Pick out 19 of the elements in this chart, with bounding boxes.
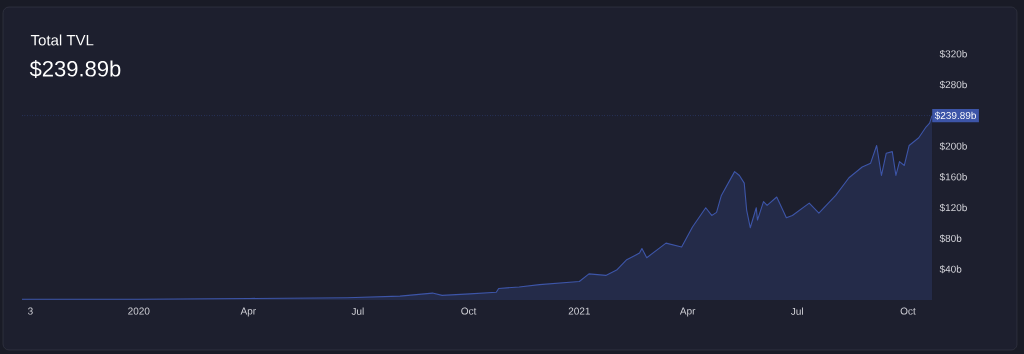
y-tick-label: $160b <box>939 172 967 182</box>
x-tick-label: Apr <box>240 307 256 317</box>
y-tick-label: $40b <box>939 265 962 274</box>
x-tick-label: Oct <box>461 307 477 315</box>
ref-line-label: $239.89b <box>934 111 976 120</box>
x-tick-label: 3 <box>28 307 33 315</box>
x-tick-label: Jul <box>790 307 803 315</box>
x-tick-label: Apr <box>679 307 696 317</box>
x-tick-label: Oct <box>900 307 916 315</box>
y-tick-label: $280b <box>939 80 967 89</box>
y-tick-label: $320b <box>939 49 967 59</box>
y-tick-label: $80b <box>939 234 962 243</box>
chart-title: Total TVL <box>30 34 94 46</box>
x-tick-label: 2021 <box>568 307 590 315</box>
chart-subtitle: $239.89b <box>29 60 121 78</box>
y-tick-label: $200b <box>939 142 967 151</box>
x-tick-label: 2020 <box>128 307 150 315</box>
y-tick-label: $120b <box>939 203 967 212</box>
x-tick-label: Jul <box>351 307 364 315</box>
